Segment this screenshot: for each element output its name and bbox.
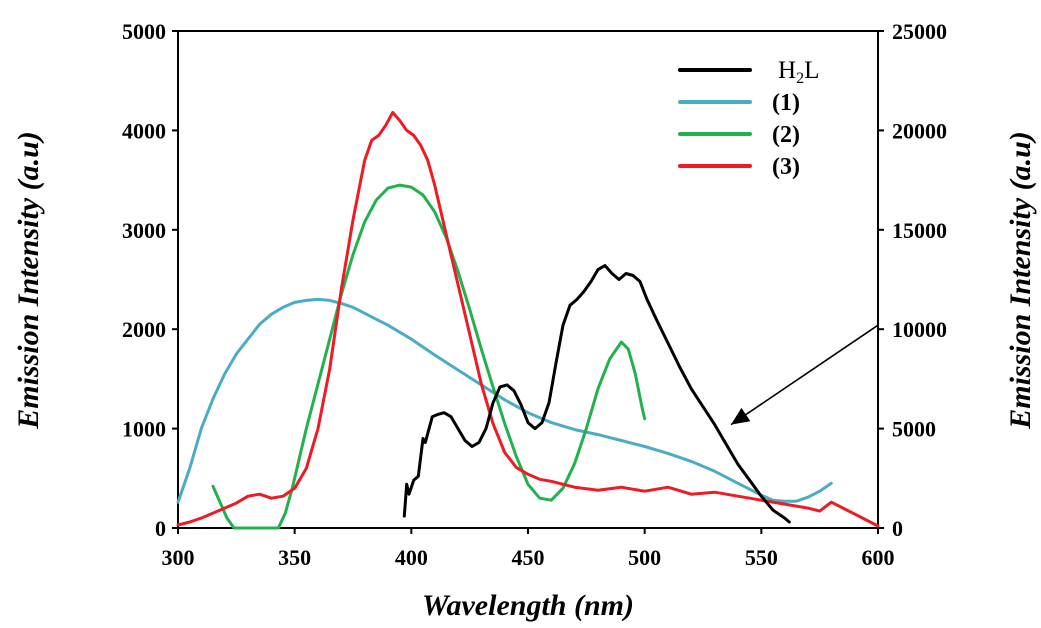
legend-label-complex-1: (1) (772, 90, 800, 116)
y-right-tick-label: 25000 (892, 19, 947, 44)
y-axis-title-left: Emission Intensity (a.u) (12, 131, 45, 430)
x-tick-label: 600 (862, 545, 895, 570)
x-tick-label: 300 (162, 545, 195, 570)
y-axis-title-right: Emission Intensity (a.u) (1004, 131, 1037, 430)
y-right-tick-label: 5000 (892, 417, 936, 442)
arrow-shaft (730, 324, 879, 426)
series-layer (176, 111, 880, 530)
legend: H2L (1) (2) (3) (678, 57, 819, 180)
arrow-annotation (730, 324, 879, 426)
y-right-tick-label: 20000 (892, 118, 947, 143)
series-line-h2l (402, 264, 791, 524)
x-axis-title: Wavelength (nm) (422, 589, 634, 622)
series-line-complex-1 (176, 297, 833, 504)
y-left-tick-label: 3000 (122, 218, 166, 243)
y-left-tick-label: 0 (155, 516, 166, 541)
y-right-tick-label: 0 (892, 516, 903, 541)
x-tick-label: 450 (512, 545, 545, 570)
axis-ticks: 300 350 400 450 500 550 600 0 1000 2000 3000 4000 50… (122, 19, 947, 570)
x-tick-label: 550 (745, 545, 778, 570)
y-left-tick-label: 2000 (122, 317, 166, 342)
x-tick-label: 500 (628, 545, 661, 570)
legend-label-complex-3: (3) (772, 154, 800, 180)
series-line-complex-3 (176, 111, 880, 528)
y-right-tick-label: 10000 (892, 317, 947, 342)
series-line-complex-2 (211, 183, 647, 530)
y-left-tick-label: 1000 (122, 417, 166, 442)
legend-label-complex-2: (2) (772, 122, 800, 148)
y-left-tick-label: 4000 (122, 118, 166, 143)
legend-label-h2l: H2L (778, 57, 819, 87)
arrow-head (731, 407, 751, 425)
x-tick-label: 350 (278, 545, 311, 570)
y-right-tick-label: 15000 (892, 218, 947, 243)
y-left-tick-label: 5000 (122, 19, 166, 44)
x-tick-label: 400 (395, 545, 428, 570)
